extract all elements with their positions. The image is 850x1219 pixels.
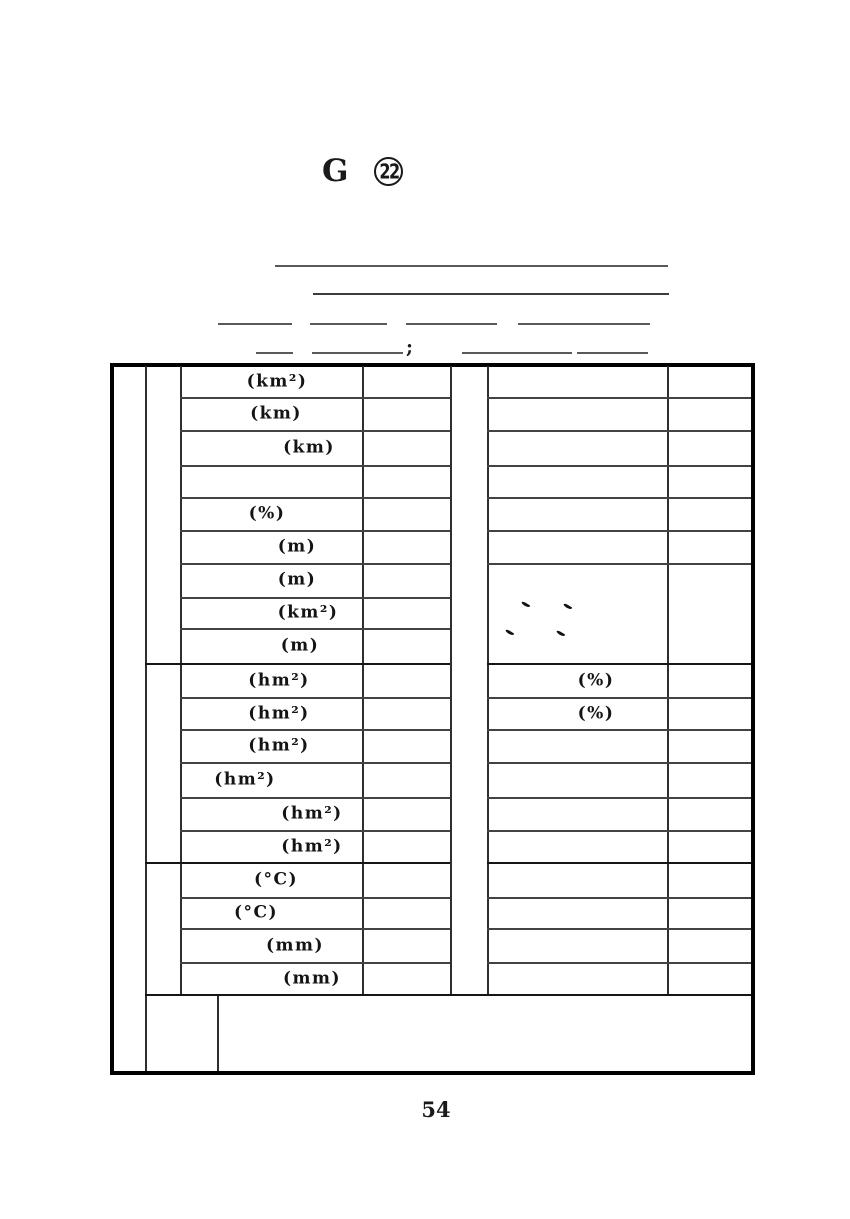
row-line xyxy=(487,530,751,532)
row-line xyxy=(487,497,751,499)
blank-line-3b xyxy=(310,323,387,325)
row-line xyxy=(180,697,450,699)
table-vline-colA xyxy=(145,366,147,1071)
unit-label: (mm) xyxy=(265,935,325,956)
row-line xyxy=(180,962,450,964)
row-line xyxy=(180,797,450,799)
unit-label: (km) xyxy=(250,403,302,424)
circled-number-icon: 22 xyxy=(374,157,404,186)
unit-label: (m) xyxy=(277,536,317,557)
blank-line-1 xyxy=(275,265,668,267)
row-line xyxy=(487,962,751,964)
ideographic-comma-icon xyxy=(505,628,515,638)
page-title: G 22 xyxy=(322,153,404,189)
table-vline-colB xyxy=(180,366,182,995)
blank-line-3a xyxy=(218,323,292,325)
row-line xyxy=(487,897,751,899)
section-line xyxy=(487,862,751,865)
ideographic-comma-icon xyxy=(556,629,566,639)
unit-label: (%) xyxy=(577,670,615,691)
row-line xyxy=(487,797,751,799)
row-line xyxy=(487,397,751,399)
unit-label: (m) xyxy=(277,569,317,590)
circled-number-value: 22 xyxy=(379,159,400,183)
unit-label: (%) xyxy=(248,503,286,524)
row-line xyxy=(487,563,751,565)
table-vline-bottom-cell xyxy=(217,995,219,1071)
unit-label: (km) xyxy=(283,437,335,458)
row-line xyxy=(487,697,751,699)
row-line xyxy=(180,597,450,599)
section-line xyxy=(145,663,450,666)
unit-label: (%) xyxy=(577,703,615,724)
table-vline-right-value xyxy=(667,366,669,995)
row-line xyxy=(180,530,450,532)
row-line xyxy=(487,430,751,432)
row-line xyxy=(180,897,450,899)
row-line xyxy=(180,762,450,764)
section-line xyxy=(487,663,751,666)
blank-line-4a xyxy=(256,352,293,354)
row-line xyxy=(487,830,751,832)
blank-line-3c xyxy=(406,323,497,325)
unit-label: (hm²) xyxy=(214,769,276,790)
blank-line-4c xyxy=(462,352,572,354)
unit-label: (°C) xyxy=(253,869,299,890)
row-line xyxy=(487,928,751,930)
row-line xyxy=(180,497,450,499)
unit-label: (°C) xyxy=(233,902,279,923)
unit-label: (hm²) xyxy=(248,735,310,756)
blank-line-4d xyxy=(577,352,648,354)
row-line xyxy=(180,928,450,930)
ideographic-comma-icon xyxy=(521,600,531,610)
ideographic-comma-icon xyxy=(563,602,573,612)
table-vline-mid-left xyxy=(450,366,452,995)
blank-line-4b xyxy=(312,352,403,354)
row-line xyxy=(180,397,450,399)
section-line xyxy=(145,994,751,997)
blank-line-3d xyxy=(518,323,650,325)
blank-line-2 xyxy=(313,293,669,295)
row-line xyxy=(487,729,751,731)
unit-label: (km²) xyxy=(246,371,308,392)
row-line xyxy=(180,628,450,630)
table-outer-border xyxy=(110,363,755,1075)
unit-label: (hm²) xyxy=(248,670,310,691)
table-vline-mid-right xyxy=(487,366,489,995)
table-vline-left-value xyxy=(362,366,364,995)
section-line xyxy=(145,862,450,865)
unit-label: (hm²) xyxy=(281,803,343,824)
row-line xyxy=(487,762,751,764)
page-number: 54 xyxy=(421,1097,451,1122)
unit-label: (hm²) xyxy=(281,836,343,857)
row-line xyxy=(487,465,751,467)
semicolon-text: ; xyxy=(406,336,414,358)
row-line xyxy=(180,830,450,832)
row-line xyxy=(180,430,450,432)
row-line xyxy=(180,465,450,467)
unit-label: (m) xyxy=(280,635,320,656)
unit-label: (mm) xyxy=(282,968,342,989)
row-line xyxy=(180,729,450,731)
row-line xyxy=(180,563,450,565)
title-letter: G xyxy=(322,153,349,189)
unit-label: (km²) xyxy=(277,602,339,623)
unit-label: (hm²) xyxy=(248,703,310,724)
